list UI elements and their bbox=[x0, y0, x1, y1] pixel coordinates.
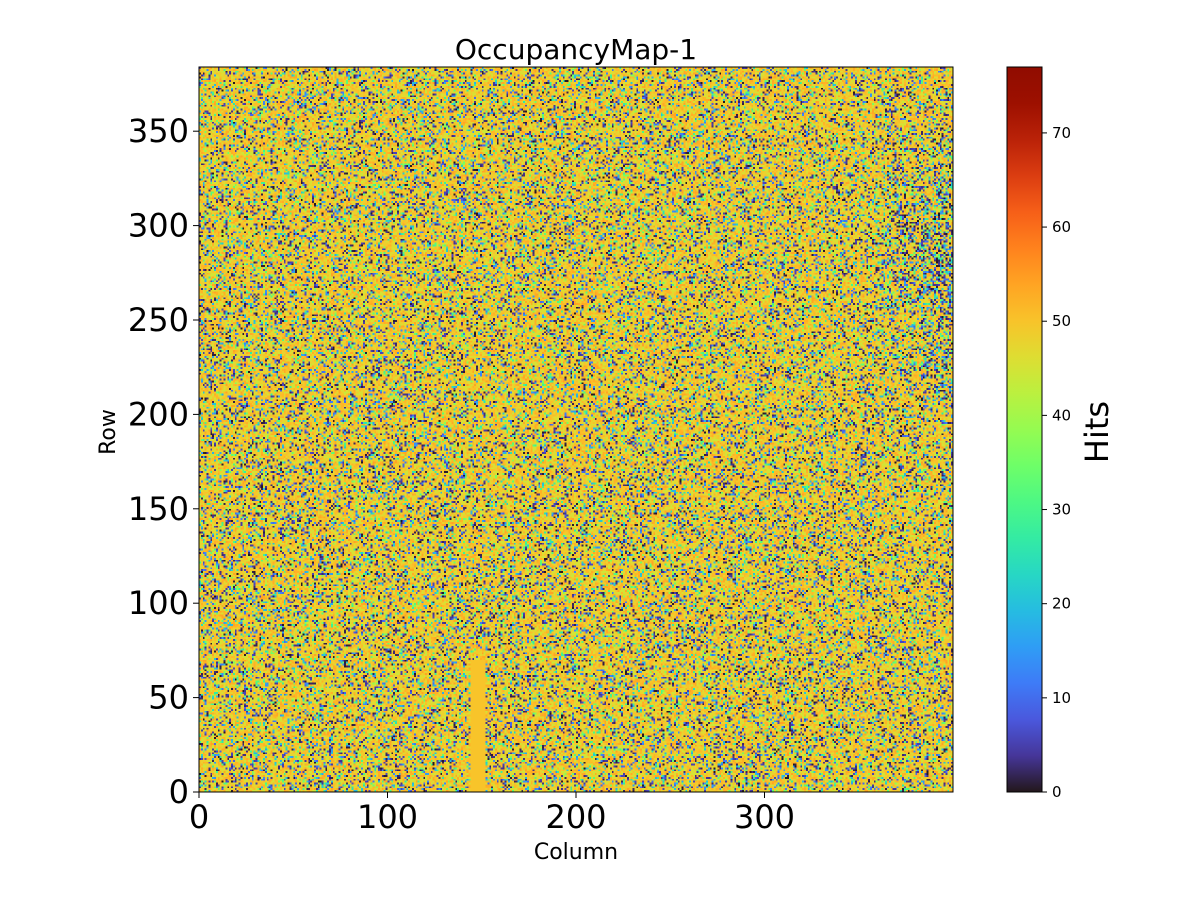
x-axis: 0 100 200 300 bbox=[189, 792, 795, 836]
y-axis-label: Row bbox=[96, 409, 121, 455]
chart-title: OccupancyMap-1 bbox=[455, 33, 697, 66]
y-tick-label: 250 bbox=[128, 301, 189, 339]
y-tick-label: 100 bbox=[128, 584, 189, 622]
colorbar: 0 10 20 30 40 50 60 70 Hits bbox=[1006, 66, 1116, 801]
x-axis-label: Column bbox=[534, 840, 618, 865]
colorbar-tick-label: 20 bbox=[1052, 595, 1071, 613]
x-tick-label: 100 bbox=[357, 798, 418, 836]
colorbar-tick-label: 0 bbox=[1052, 783, 1062, 801]
colorbar-ticks: 0 10 20 30 40 50 60 70 bbox=[1042, 124, 1071, 801]
colorbar-tick-label: 60 bbox=[1052, 218, 1071, 236]
colorbar-label: Hits bbox=[1078, 401, 1116, 463]
colorbar-tick-label: 30 bbox=[1052, 501, 1071, 519]
colorbar-tick-label: 50 bbox=[1052, 312, 1071, 330]
colorbar-gradient bbox=[1007, 67, 1042, 792]
y-tick-label: 350 bbox=[128, 112, 189, 150]
colorbar-frame bbox=[1006, 66, 1043, 793]
x-tick-label: 0 bbox=[189, 798, 209, 836]
x-tick-label: 200 bbox=[545, 798, 606, 836]
y-tick-label: 50 bbox=[148, 679, 189, 717]
y-tick-label: 300 bbox=[128, 207, 189, 245]
y-tick-label: 200 bbox=[128, 395, 189, 433]
y-axis: 0 50 100 150 200 250 300 350 bbox=[128, 112, 199, 811]
colorbar-tick-label: 70 bbox=[1052, 124, 1071, 142]
colorbar-tick-label: 40 bbox=[1052, 406, 1071, 424]
colorbar-tick-label: 10 bbox=[1052, 689, 1071, 707]
y-tick-label: 150 bbox=[128, 490, 189, 528]
x-tick-label: 300 bbox=[734, 798, 795, 836]
y-tick-label: 0 bbox=[169, 773, 189, 811]
heatmap-image bbox=[199, 67, 953, 792]
heatmap bbox=[199, 67, 953, 792]
